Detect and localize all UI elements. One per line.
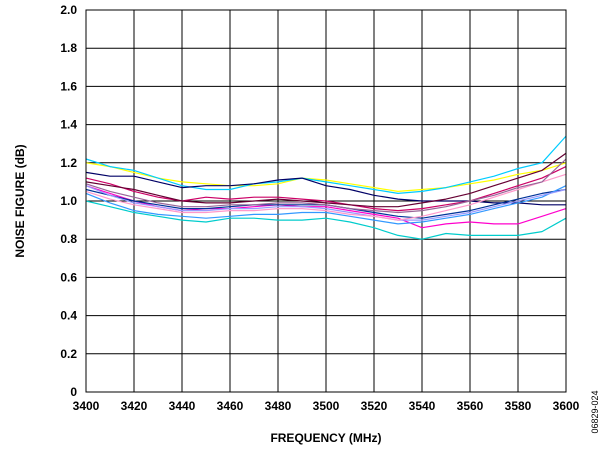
y-tick-label: 0.6 xyxy=(60,270,77,284)
x-tick-label: 3480 xyxy=(265,399,292,413)
x-tick-label: 3540 xyxy=(409,399,436,413)
x-tick-label: 3420 xyxy=(121,399,148,413)
x-tick-label: 3560 xyxy=(457,399,484,413)
series-line-5 xyxy=(85,152,567,208)
x-tick-label: 3460 xyxy=(217,399,244,413)
series-line-8 xyxy=(85,185,567,225)
figure-id: 06829-024 xyxy=(590,390,600,433)
x-tick-label: 3400 xyxy=(73,399,100,413)
plot-frame xyxy=(85,9,567,393)
x-axis-title: FREQUENCY (MHz) xyxy=(270,431,381,445)
x-tick-label: 3580 xyxy=(505,399,532,413)
series-lines xyxy=(85,135,567,240)
y-tick-label: 1.0 xyxy=(60,194,77,208)
y-tick-label: 2.0 xyxy=(60,3,77,17)
x-tick-label: 3500 xyxy=(313,399,340,413)
series-line-2 xyxy=(85,135,567,194)
series-line-9 xyxy=(85,200,567,240)
series-line-11 xyxy=(85,173,567,221)
y-tick-labels: 0 0.2 0.4 0.6 0.8 1.0 1.2 1.4 1.6 1.8 2.0 xyxy=(60,3,77,399)
series-line-12 xyxy=(85,158,567,214)
series-line-10 xyxy=(85,185,567,221)
y-tick-label: 0.2 xyxy=(60,347,77,361)
y-tick-label: 1.2 xyxy=(60,156,77,170)
y-tick-label: 1.4 xyxy=(60,118,77,132)
x-tick-label: 3440 xyxy=(169,399,196,413)
x-tick-label: 3600 xyxy=(553,399,580,413)
y-tick-label: 0.4 xyxy=(60,309,77,323)
y-tick-label: 0 xyxy=(70,385,77,399)
series-line-1 xyxy=(85,162,567,192)
x-tick-label: 3520 xyxy=(361,399,388,413)
y-tick-label: 1.8 xyxy=(60,41,77,55)
y-axis-title: NOISE FIGURE (dB) xyxy=(13,144,27,257)
series-line-4 xyxy=(85,166,567,212)
series-line-3 xyxy=(85,171,566,206)
y-tick-label: 1.6 xyxy=(60,79,77,93)
y-tick-label: 0.8 xyxy=(60,232,77,246)
x-tick-labels: 3400 3420 3440 3460 3480 3500 3520 3540 3560 3580… xyxy=(73,399,580,413)
